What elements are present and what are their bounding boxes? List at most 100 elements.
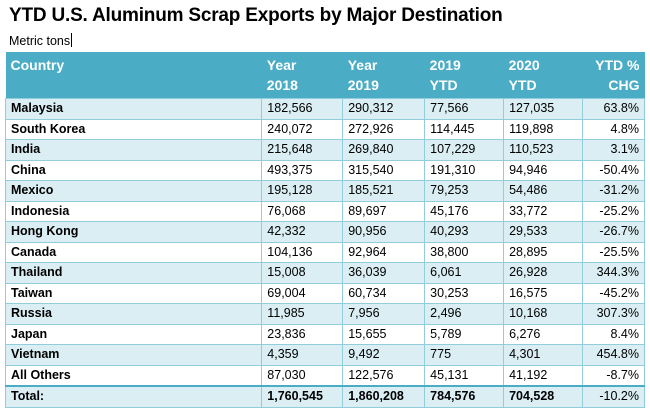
value-cell: 36,039 [342,262,426,284]
value-cell: 110,523 [503,139,583,161]
value-cell: 16,575 [503,282,583,304]
value-cell: 63.8% [581,98,646,120]
column-header: 2020 YTD [503,52,583,99]
page-title: YTD U.S. Aluminum Scrap Exports by Major… [9,5,503,26]
value-cell: 493,375 [261,159,344,181]
value-cell: 15,008 [261,262,344,284]
value-cell: 92,964 [342,241,426,263]
value-cell: -31.2% [581,180,646,202]
value-cell: 704,528 [503,385,583,408]
country-cell: Hong Kong [4,221,263,243]
header-text: Year [347,57,378,73]
value-cell: 77,566 [424,98,505,120]
value-cell: 23,836 [261,323,344,345]
value-cell: 10,168 [503,303,583,325]
country-cell: All Others [4,364,263,387]
country-cell: Japan [4,323,263,345]
column-header: Country [5,52,262,99]
value-cell: 90,956 [342,221,426,243]
header-text: CHG [608,77,640,93]
value-cell: 4,301 [503,344,583,366]
value-cell: 104,136 [261,241,344,263]
value-cell: 4.8% [581,118,646,140]
column-header: Year 2018 [261,52,343,99]
table-row: Mexico 195,128 185,521 79,253 54,486 -31.2% [4,180,646,202]
table-row: Taiwan 69,004 60,734 30,253 16,575 -45.2% [4,282,646,304]
value-cell: 775 [424,344,505,366]
table-row: Vietnam 4,359 9,492 775 4,301 454.8% [4,344,646,366]
table-row: China 493,375 315,540 191,310 94,946 -50.4% [4,159,646,181]
value-cell: -45.2% [581,282,646,304]
value-cell: 1,760,545 [261,385,344,408]
header-text: YTD [508,77,537,93]
table-row: Thailand 15,008 36,039 6,061 26,928 344.3% [4,262,646,284]
units-label: Metric tons [9,34,71,48]
table-row: Indonesia 76,068 89,697 45,176 33,772 -25.2% [4,200,646,222]
country-cell: China [4,159,263,181]
value-cell: 315,540 [342,159,426,181]
value-cell: 5,789 [424,323,505,345]
value-cell: 6,276 [503,323,583,345]
value-cell: -50.4% [581,159,646,181]
value-cell: 344.3% [581,262,646,284]
value-cell: 107,229 [424,139,505,161]
header-text: 2020 [508,57,540,73]
value-cell: 240,072 [261,118,344,140]
table-row: Malaysia 182,566 290,312 77,566 127,035 63.8% [4,98,646,120]
country-cell: South Korea [4,118,263,140]
value-cell: 9,492 [342,344,426,366]
value-cell: 272,926 [342,118,426,140]
value-cell: 195,128 [261,180,344,202]
value-cell: 215,648 [261,139,344,161]
header-row: Country Year 2018 Year 2019 2019 YTD 2020 YTD YTD… [5,52,645,99]
table-row: Hong Kong 42,332 90,956 40,293 29,533 -26.7% [4,221,646,243]
header-text: 2019 [347,77,379,93]
value-cell: 290,312 [342,98,426,120]
subtitle[interactable]: Metric tons [9,33,73,48]
table-row: South Korea 240,072 272,926 114,445 119,898 4… [4,118,646,140]
country-cell: Canada [4,241,263,263]
table-row: India 215,648 269,840 107,229 110,523 3.1% [4,139,646,161]
value-cell: 4,359 [261,344,344,366]
total-row: Total: 1,760,545 1,860,208 784,576 704,528 -1… [4,385,646,408]
text-cursor [71,33,73,47]
country-cell: Malaysia [4,98,263,120]
value-cell: 11,985 [261,303,344,325]
value-cell: 89,697 [342,200,426,222]
column-header: Year 2019 [342,52,425,99]
value-cell: 30,253 [424,282,505,304]
value-cell: 38,800 [424,241,505,263]
header-text: Year [266,57,297,73]
value-cell: -25.2% [581,200,646,222]
value-cell: 33,772 [503,200,583,222]
value-cell: 269,840 [342,139,426,161]
table-row: All Others 87,030 122,576 45,131 41,192 -8.7% [4,364,646,387]
value-cell: 79,253 [424,180,505,202]
value-cell: 1,860,208 [342,385,426,408]
value-cell: 94,946 [503,159,583,181]
value-cell: 45,176 [424,200,505,222]
value-cell: 122,576 [342,364,426,387]
value-cell: 28,895 [503,241,583,263]
value-cell: 42,332 [261,221,344,243]
table-row: Russia 11,985 7,956 2,496 10,168 307.3% [4,303,646,325]
country-cell: Vietnam [4,344,263,366]
column-header: YTD % CHG [582,52,645,99]
value-cell: 6,061 [424,262,505,284]
value-cell: 7,956 [342,303,426,325]
country-cell: India [4,139,263,161]
value-cell: 191,310 [424,159,505,181]
value-cell: 3.1% [581,139,646,161]
header-text: Country [10,57,65,73]
country-cell: Taiwan [4,282,263,304]
header-text: 2018 [266,77,298,93]
value-cell: 185,521 [342,180,426,202]
value-cell: 2,496 [424,303,505,325]
header-text: YTD [429,77,458,93]
value-cell: -26.7% [581,221,646,243]
value-cell: 54,486 [503,180,583,202]
country-cell: Thailand [4,262,263,284]
table-row: Canada 104,136 92,964 38,800 28,895 -25.5% [4,241,646,263]
value-cell: 60,734 [342,282,426,304]
header-text: 2019 [429,57,461,73]
